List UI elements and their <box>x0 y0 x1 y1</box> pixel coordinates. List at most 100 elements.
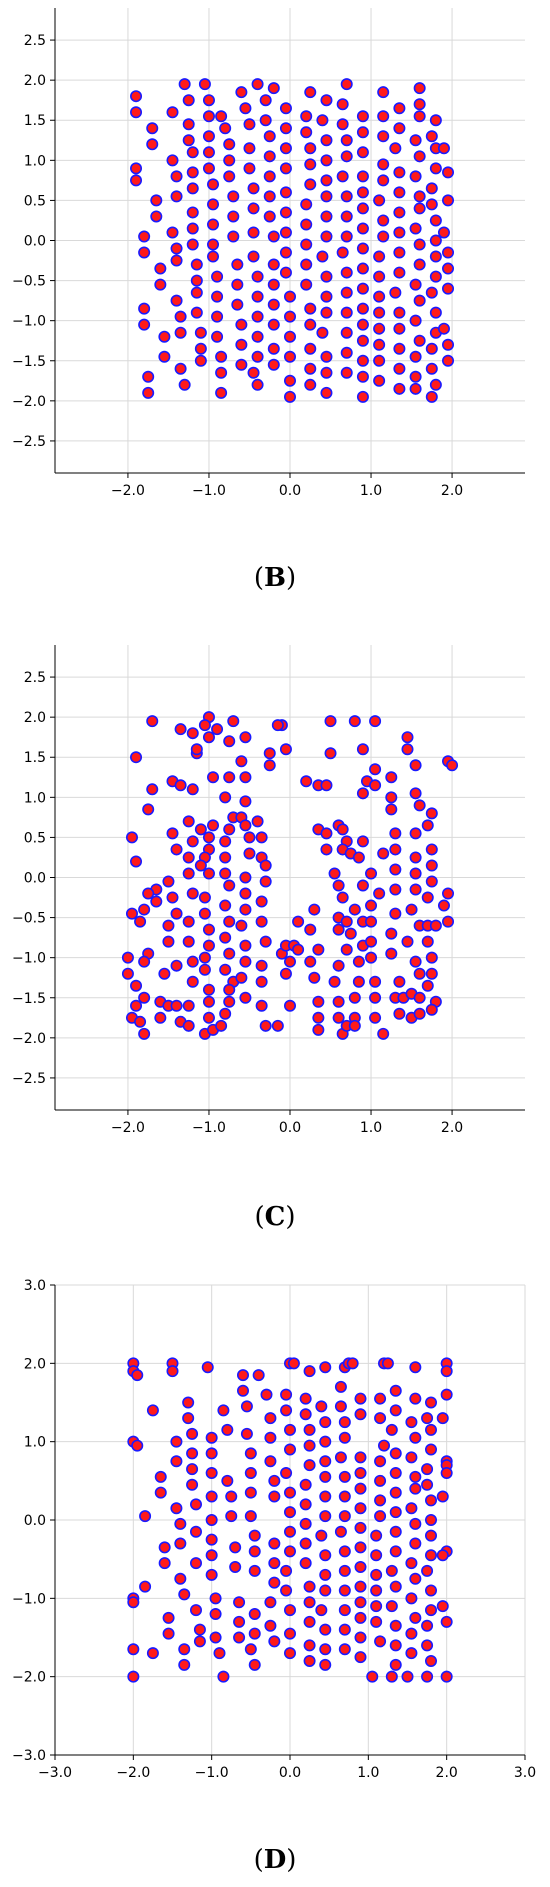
scatter-point <box>239 903 252 916</box>
scatter-point <box>239 795 252 808</box>
scatter-point <box>178 1658 191 1671</box>
scatter-point <box>247 182 260 195</box>
scatter-point <box>304 923 317 936</box>
scatter-point <box>405 1592 418 1605</box>
scatter-point <box>279 246 292 259</box>
scatter-point <box>186 1478 199 1491</box>
scatter-point <box>283 330 296 343</box>
scatter-point <box>162 1627 175 1640</box>
y-tick-label: 3.0 <box>24 1278 46 1294</box>
x-tick-label: −1.0 <box>192 483 226 499</box>
scatter-point <box>374 1494 387 1507</box>
scatter-point <box>138 955 151 968</box>
scatter-point <box>223 947 236 960</box>
scatter-point <box>300 775 313 788</box>
scatter-point <box>401 743 414 756</box>
scatter-point <box>150 210 163 223</box>
scatter-point <box>437 322 450 335</box>
scatter-point <box>300 258 313 271</box>
scatter-point <box>279 122 292 135</box>
scatter-point <box>182 134 195 147</box>
scatter-point <box>373 306 386 319</box>
scatter-point <box>389 1384 402 1397</box>
scatter-point <box>319 1643 332 1656</box>
scatter-point <box>251 815 264 828</box>
scatter-point <box>340 326 353 339</box>
scatter-point <box>182 1396 195 1409</box>
scatter-point <box>170 1435 183 1448</box>
scatter-point <box>130 855 143 868</box>
scatter-point <box>170 999 183 1012</box>
scatter-point <box>320 270 333 283</box>
scatter-point <box>389 883 402 896</box>
scatter-point <box>365 915 378 928</box>
scatter-point <box>336 891 349 904</box>
scatter-point <box>223 915 236 928</box>
scatter-point <box>356 835 369 848</box>
scatter-point <box>193 1635 206 1648</box>
scatter-point <box>138 230 151 243</box>
scatter-point <box>425 843 438 856</box>
scatter-point <box>186 146 199 159</box>
scatter-point <box>190 743 203 756</box>
scatter-point <box>190 1557 203 1570</box>
scatter-point <box>166 226 179 239</box>
scatter-point <box>338 1416 351 1429</box>
scatter-point <box>425 1003 438 1016</box>
scatter-point <box>409 851 422 864</box>
scatter-point <box>425 967 438 980</box>
scatter-point <box>356 370 369 383</box>
scatter-point <box>223 983 236 996</box>
scatter-point <box>385 791 398 804</box>
scatter-point <box>170 254 183 267</box>
scatter-point <box>373 354 386 367</box>
scatter-point <box>299 1498 312 1511</box>
scatter-point <box>354 1631 367 1644</box>
scatter-point <box>374 1412 387 1425</box>
scatter-point <box>239 819 252 832</box>
scatter-point <box>389 1639 402 1652</box>
scatter-point <box>413 190 426 203</box>
scatter-point <box>279 102 292 115</box>
scatter-point <box>304 158 317 171</box>
scatter-point <box>235 318 248 331</box>
scatter-point <box>182 999 195 1012</box>
scatter-point <box>244 1510 257 1523</box>
scatter-point <box>409 370 422 383</box>
scatter-point <box>344 927 357 940</box>
scatter-point <box>442 262 455 275</box>
scatter-point <box>354 1541 367 1554</box>
scatter-point <box>377 1439 390 1452</box>
scatter-point <box>409 1517 422 1530</box>
scatter-point <box>338 1510 351 1523</box>
scatter-point <box>235 755 248 768</box>
scatter-point <box>255 999 268 1012</box>
scatter-point <box>338 1604 351 1617</box>
scatter-point <box>178 78 191 91</box>
scatter-point <box>186 1463 199 1476</box>
scatter-point <box>146 715 159 728</box>
scatter-point <box>130 999 143 1012</box>
scatter-point <box>413 110 426 123</box>
scatter-point <box>340 286 353 299</box>
scatter-point <box>251 330 264 343</box>
scatter-point <box>154 278 167 291</box>
scatter-point <box>409 170 422 183</box>
scatter-point <box>267 258 280 271</box>
scatter-point <box>338 1470 351 1483</box>
scatter-point <box>377 214 390 227</box>
scatter-point <box>425 362 438 375</box>
scatter-point <box>235 358 248 371</box>
scatter-point <box>237 1369 250 1382</box>
scatter-point <box>409 1392 422 1405</box>
scatter-point <box>182 815 195 828</box>
scatter-point <box>209 1607 222 1620</box>
scatter-point <box>377 130 390 143</box>
scatter-point <box>174 362 187 375</box>
scatter-point <box>251 310 264 323</box>
scatter-point <box>248 1627 261 1640</box>
y-tick-label: 0.0 <box>24 871 46 887</box>
scatter-point <box>283 1647 296 1660</box>
scatter-point <box>166 154 179 167</box>
scatter-point <box>369 779 382 792</box>
